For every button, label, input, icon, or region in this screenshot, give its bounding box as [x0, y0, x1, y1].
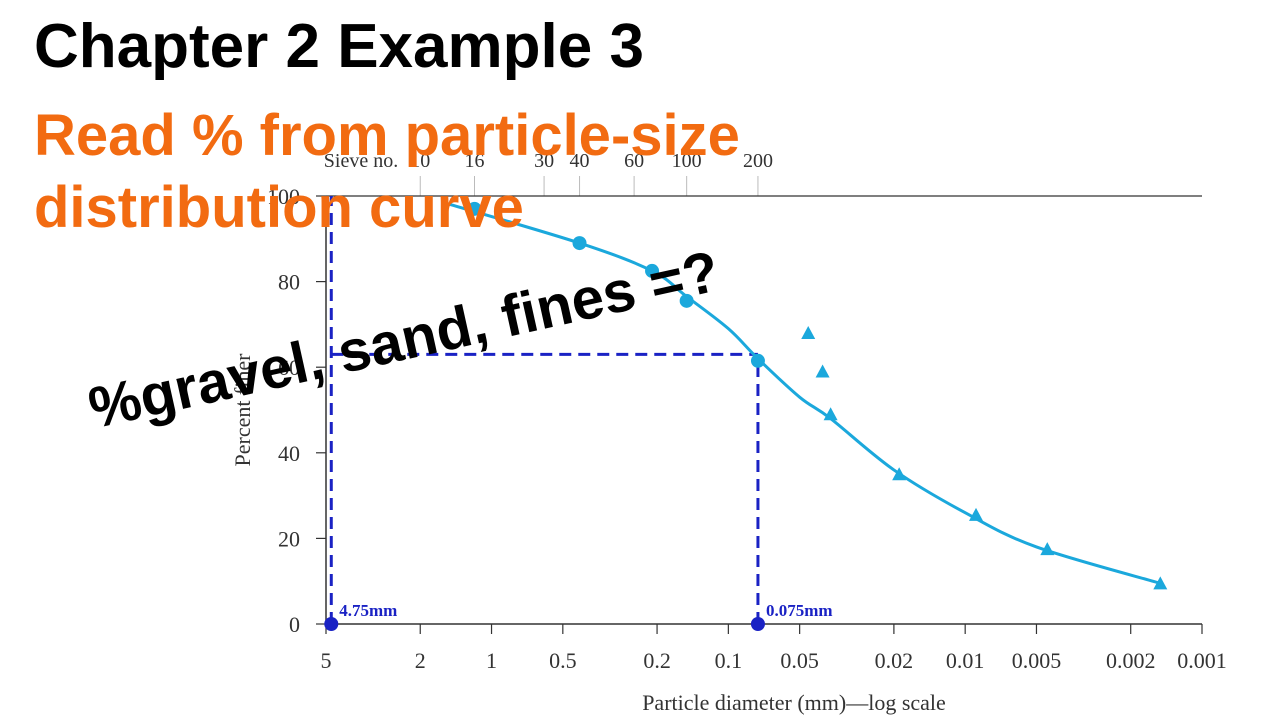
sieve-axis-label: Sieve no. [324, 150, 398, 172]
sieve-number: 10 [410, 150, 430, 172]
reference-point [750, 617, 765, 631]
reference-point-label: 4.75mm [339, 601, 397, 620]
page-title: Chapter 2 Example 3 [34, 12, 644, 81]
x-tick-label: 0.2 [643, 648, 671, 673]
x-tick-label: 2 [415, 648, 426, 673]
data-point-circle [572, 236, 587, 251]
distribution-curve [442, 200, 1161, 585]
y-tick-label: 20 [278, 526, 300, 551]
sieve-number: 30 [534, 150, 554, 172]
x-tick-label: 0.02 [875, 648, 914, 673]
data-points [467, 201, 1168, 590]
data-point-triangle [1153, 576, 1168, 590]
y-tick-label: 60 [278, 355, 300, 380]
x-tick-label: 0.1 [715, 648, 743, 673]
sieve-number: 40 [570, 150, 590, 172]
y-tick-label: 100 [267, 184, 300, 209]
page-subtitle: Read % from particle-size distribution c… [34, 103, 740, 240]
data-point-circle [679, 293, 694, 308]
y-tick-label: 40 [278, 441, 300, 466]
reference-lines: 4.75mm 0.075mm [324, 196, 833, 631]
y-tick-label: 0 [289, 612, 300, 637]
x-tick-label: 5 [321, 648, 332, 673]
x-tick-label: 1 [486, 648, 497, 673]
y-axis-title: Percent finer [230, 353, 255, 467]
sieve-number: 60 [624, 150, 644, 172]
sieve-number: 100 [672, 150, 702, 172]
x-tick-label: 0.005 [1012, 648, 1062, 673]
data-point-circle [645, 263, 660, 278]
sieve-number: 200 [743, 150, 773, 172]
x-tick-label: 0.5 [549, 648, 577, 673]
data-point-triangle [1040, 542, 1055, 556]
reference-point-label: 0.075mm [766, 601, 833, 620]
data-point-circle [750, 353, 765, 368]
x-tick-label: 0.002 [1106, 648, 1156, 673]
x-axis-title: Particle diameter (mm)—log scale [642, 690, 946, 715]
x-tick-label: 0.001 [1177, 648, 1227, 673]
data-point-triangle [823, 407, 838, 421]
data-point-triangle [969, 507, 984, 521]
y-tick-label: 80 [278, 270, 300, 295]
axis-labels: 5 2 1 0.5 0.2 0.1 0.05 0.02 0.01 0.005 0.002 0.001 0… [230, 184, 1227, 715]
distribution-curve-line [442, 200, 1161, 585]
data-point-triangle [801, 325, 816, 339]
data-point-triangle [815, 364, 830, 378]
data-point-circle [467, 201, 482, 216]
x-tick-label: 0.01 [946, 648, 985, 673]
sieve-number: 16 [465, 150, 485, 172]
x-tick-label: 0.05 [780, 648, 819, 673]
reference-point [324, 617, 339, 631]
sieve-axis: Sieve no. 10 16 30 40 60 100 200 [324, 150, 773, 196]
data-point-triangle [892, 467, 907, 481]
